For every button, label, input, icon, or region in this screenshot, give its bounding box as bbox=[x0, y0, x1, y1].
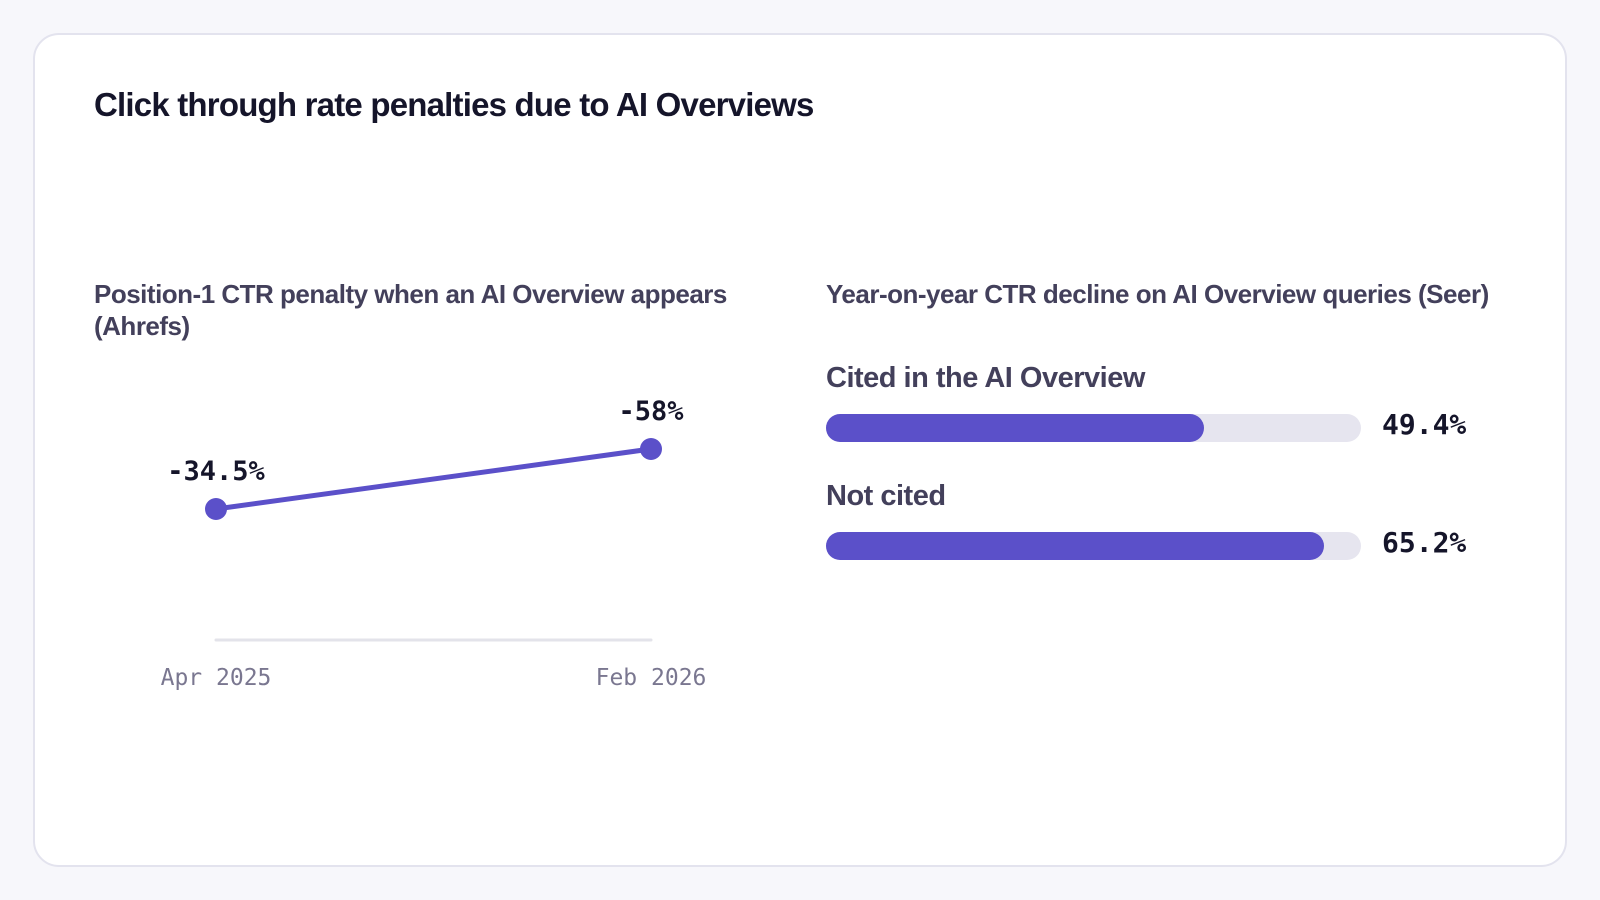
data-label-2: -58% bbox=[618, 396, 684, 427]
bar-row-not-cited: Not cited 65.2% bbox=[826, 480, 1486, 560]
bar-row-cited: Cited in the AI Overview 49.4% bbox=[826, 362, 1486, 442]
data-point-2 bbox=[640, 438, 662, 460]
bar-track-cited bbox=[826, 414, 1361, 442]
x-tick-label-2: Feb 2026 bbox=[596, 665, 707, 691]
x-tick-label-1: Apr 2025 bbox=[161, 665, 272, 691]
bar-fill-not-cited bbox=[826, 532, 1325, 560]
series-line bbox=[213, 446, 654, 512]
bar-value-cited: 49.4% bbox=[1382, 408, 1467, 441]
card-title: Click through rate penalties due to AI O… bbox=[94, 86, 814, 123]
bar-chart-title: Year-on-year CTR decline on AI Overview … bbox=[826, 279, 1489, 309]
bar-label-not-cited: Not cited bbox=[826, 480, 946, 512]
line-chart-title: Position-1 CTR penalty when an AI Overvi… bbox=[94, 279, 727, 341]
chart-card bbox=[33, 33, 1567, 867]
data-label-1: -34.5% bbox=[167, 456, 265, 487]
bar-label-cited: Cited in the AI Overview bbox=[826, 362, 1145, 394]
bar-value-not-cited: 65.2% bbox=[1382, 526, 1467, 559]
bar-track-not-cited bbox=[826, 532, 1361, 560]
bar-fill-cited bbox=[826, 414, 1204, 442]
data-point-1 bbox=[205, 498, 227, 520]
